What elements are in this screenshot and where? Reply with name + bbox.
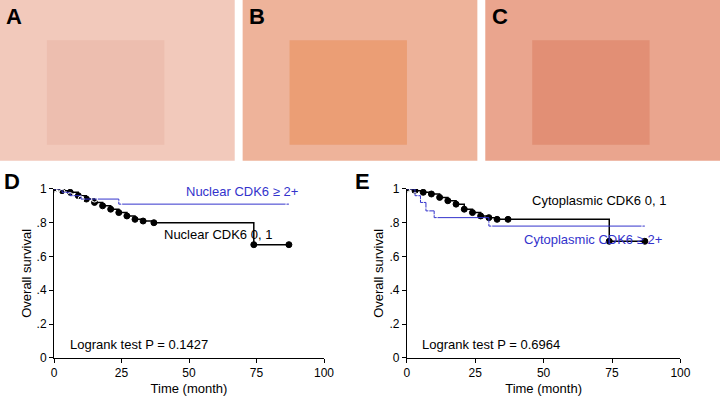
svg-text:Cytoplasmic CDK6 0, 1: Cytoplasmic CDK6 0, 1 [532, 193, 666, 208]
svg-text:1: 1 [393, 182, 400, 196]
svg-text:100: 100 [670, 366, 690, 380]
svg-text:.4: .4 [37, 283, 47, 297]
svg-text:.8: .8 [389, 216, 399, 230]
svg-text:50: 50 [182, 366, 196, 380]
svg-text:0: 0 [393, 351, 400, 365]
svg-text:.8: .8 [37, 216, 47, 230]
svg-text:1: 1 [40, 182, 47, 196]
svg-text:.6: .6 [37, 250, 47, 264]
svg-text:.6: .6 [389, 250, 399, 264]
svg-text:75: 75 [605, 366, 619, 380]
svg-text:0: 0 [403, 366, 410, 380]
svg-text:Logrank test P = 0.1427: Logrank test P = 0.1427 [70, 337, 208, 352]
svg-text:75: 75 [250, 366, 264, 380]
svg-text:.2: .2 [389, 317, 399, 331]
svg-text:Nuclear CDK6 ≥ 2+: Nuclear CDK6 ≥ 2+ [186, 184, 298, 199]
svg-text:E: E [355, 169, 370, 194]
svg-text:.4: .4 [389, 283, 399, 297]
svg-text:Nuclear CDK6 0, 1: Nuclear CDK6 0, 1 [164, 227, 272, 242]
svg-text:Cytoplasmic CDK6 ≥ 2+: Cytoplasmic CDK6 ≥ 2+ [524, 232, 662, 247]
svg-text:Overall survival: Overall survival [371, 229, 386, 318]
svg-text:A: A [6, 4, 22, 29]
svg-text:Time (month): Time (month) [151, 381, 228, 396]
svg-text:Time (month): Time (month) [505, 381, 582, 396]
svg-text:.2: .2 [37, 317, 47, 331]
svg-text:C: C [492, 4, 508, 29]
svg-text:B: B [249, 4, 265, 29]
svg-text:50: 50 [537, 366, 551, 380]
svg-text:0: 0 [51, 366, 58, 380]
svg-text:Overall survival: Overall survival [19, 229, 34, 318]
svg-text:25: 25 [469, 366, 483, 380]
svg-text:Logrank test P = 0.6964: Logrank test P = 0.6964 [422, 337, 560, 352]
svg-text:100: 100 [314, 366, 334, 380]
svg-text:D: D [4, 169, 20, 194]
svg-text:25: 25 [115, 366, 129, 380]
svg-text:0: 0 [40, 351, 47, 365]
